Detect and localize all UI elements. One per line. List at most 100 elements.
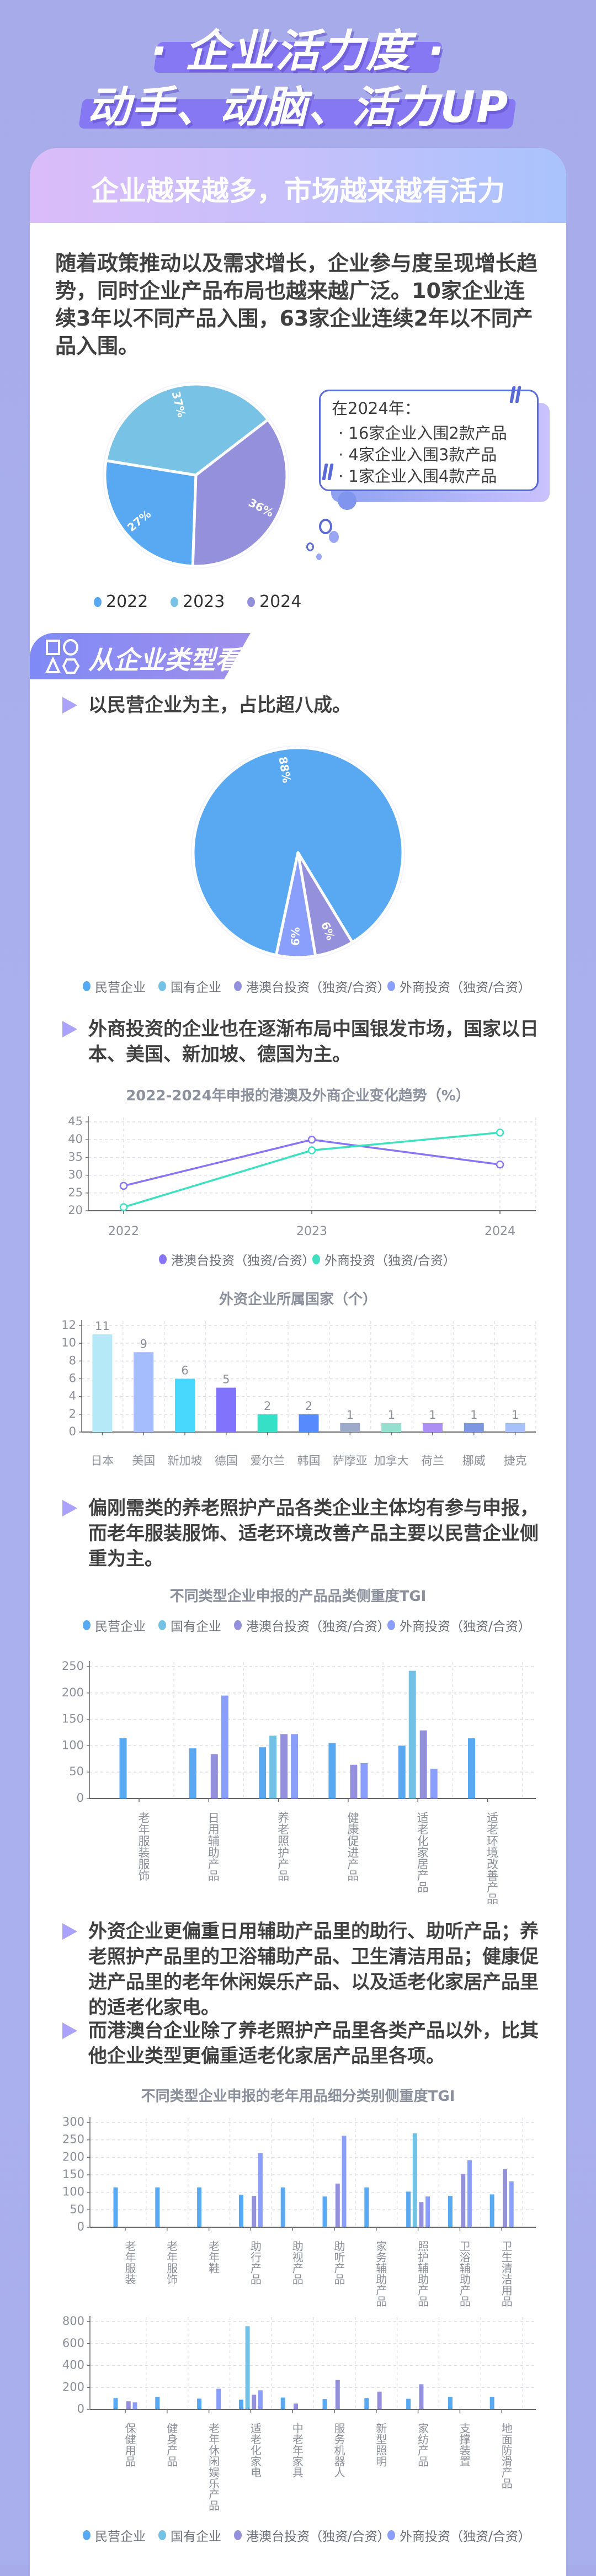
legend-label: 港澳台投资（独资/合资） [246,1620,390,1634]
content-card: 企业越来越多，市场越来越有活力 [30,148,566,2576]
bar [119,1738,127,1798]
legend-item-2023: 2023 [171,592,225,611]
legend-dot [83,1620,91,1630]
bubble-icon [319,519,332,534]
bar [252,2394,257,2409]
bullet-arrow-icon [62,1500,77,1516]
y-tick-label: 0 [69,1425,76,1438]
data-point [307,1135,316,1144]
bar [408,1670,416,1798]
x-tick-label: 助行产品 [248,2240,262,2285]
page-subtitle: 动手、动脑、活力UP [87,83,509,132]
bar [280,2397,285,2409]
bar [328,1743,336,1798]
y-tick-label: 150 [62,2168,84,2181]
bullet-text: 外商投资的企业也在逐渐布局中国银发市场，国家以日本、美国、新加坡、德国为主。 [88,1018,539,1066]
legend-dot [159,1254,167,1264]
x-tick-label: 2022 [108,1225,139,1238]
y-tick-label: 6 [69,1372,76,1385]
legend-private: 民营企业 [83,2526,146,2545]
bar [210,1754,218,1798]
legend-private: 民营企业 [83,977,146,996]
x-tick-label: 卫生清洁用品 [499,2240,513,2307]
bar [258,2153,263,2227]
y-tick-label: 45 [68,1115,83,1128]
bar-chart-title: 外资企业所属国家（个） [219,1291,377,1308]
bar [238,2399,243,2409]
subcategory-chart-title: 不同类型企业申报的老年用品细分类别侧重度TGI [141,2088,455,2105]
legend-label: 港澳台投资（独资/合资） [246,981,390,995]
legend-label: 2024 [259,592,302,611]
bubble-icon [329,531,339,543]
legend-state: 国有企业 [158,2526,221,2545]
x-tick-label: 2023 [296,1225,327,1238]
legend-label: 港澳台投资（独资/合资） [171,1254,315,1268]
legend-dot [83,981,91,991]
x-tick-label: 新型照明 [374,2423,387,2467]
legend-foreign: 外商投资（独资/合资） [387,1616,531,1635]
bar-value-label: 6 [181,1364,188,1377]
bar [252,2196,257,2227]
x-tick-label: 捷克 [504,1454,527,1467]
legend-dot [387,1620,395,1630]
bar [221,1695,228,1798]
legend-label: 国有企业 [171,1620,221,1634]
bar [155,2397,160,2409]
bar [448,2196,453,2227]
bar [425,2196,430,2227]
y-tick-label: 300 [62,2115,84,2128]
bar-value-label: 1 [470,1408,477,1422]
bar [259,1747,267,1798]
bar-value-label: 1 [429,1408,436,1422]
bar [280,2187,285,2227]
legend-label: 民营企业 [95,981,146,995]
bar [134,1352,154,1432]
x-tick-label: 爱尔兰 [250,1454,285,1467]
x-tick-label: 家纺产品 [416,2423,429,2467]
line-chart-title: 2022-2024年申报的港澳及外商企业变化趋势（%） [126,1088,470,1104]
x-tick-label: 养老照护产品 [276,1812,290,1881]
bar [245,2326,250,2409]
shapes-icon [45,639,80,674]
card-heading: 企业越来越多，市场越来越有活力 [91,175,505,207]
callout-item: · 4家企业入围3款产品 [338,445,497,464]
legend-state: 国有企业 [158,977,221,996]
y-tick-label: 400 [62,2359,84,2372]
bullet-arrow-icon [62,2023,77,2039]
bar [419,2384,424,2409]
legend-dot [171,597,178,607]
y-tick-label: 0 [77,1791,84,1805]
bar-value-label: 5 [222,1373,230,1386]
bullet-text: 外资企业更偏重日用辅助产品里的助行、助听产品；养老照护产品里的卫浴辅助产品、卫生… [88,1920,539,2019]
bullet-arrow-icon [62,1923,77,1940]
legend-foreign: 外商投资（独资/合资） [387,977,531,996]
legend-dot [387,2530,395,2540]
y-tick-label: 8 [69,1354,76,1367]
bar [412,2133,417,2227]
bar [92,1334,113,1432]
bullet-text: 以民营企业为主，占比超八成。 [88,694,351,716]
x-tick-label: 日本 [91,1454,114,1467]
callout-title: 在2024年： [332,399,421,418]
legend-label: 港澳台投资（独资/合资） [246,2530,390,2544]
x-tick-label: 适老化家居产品 [416,1812,429,1893]
bar [468,1738,475,1798]
legend-label: 民营企业 [95,1620,146,1634]
y-tick-label: 250 [62,2133,84,2146]
y-tick-label: 12 [61,1318,76,1332]
page-title: · 企业活力度 · [150,25,446,77]
bar-value-label: 1 [512,1408,519,1422]
bar [489,2397,494,2409]
bar [335,2380,340,2409]
bullet-arrow-icon [62,1021,77,1037]
y-tick-label: 100 [62,2185,84,2199]
bar [406,2191,411,2227]
pie-slice [191,418,289,568]
legend-hmt: 港澳台投资（独资/合资） [234,1616,390,1635]
bar [238,2195,243,2227]
x-tick-label: 卫浴辅助产品 [457,2240,471,2307]
x-tick-label: 德国 [215,1454,238,1467]
bar [342,2136,347,2227]
x-tick-label: 照护辅助产品 [416,2240,429,2307]
bar [175,1379,195,1432]
